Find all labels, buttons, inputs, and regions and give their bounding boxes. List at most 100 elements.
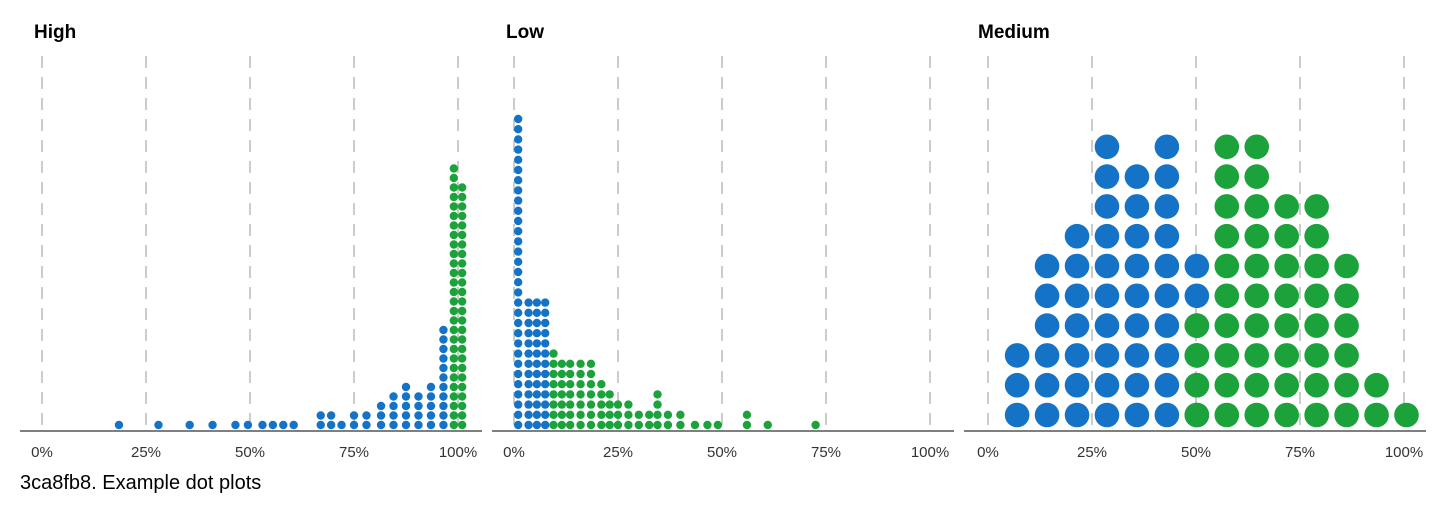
data-point <box>524 380 533 389</box>
data-point <box>449 221 459 230</box>
figure-caption: 3ca8fb8. Example dot plots <box>20 472 262 494</box>
data-point <box>645 410 654 419</box>
data-point <box>1034 253 1060 279</box>
data-point <box>586 380 596 389</box>
data-point <box>557 369 567 379</box>
data-point <box>532 339 542 348</box>
data-point <box>653 420 662 430</box>
data-point <box>1244 372 1270 398</box>
data-point <box>513 390 523 399</box>
data-point <box>258 420 267 430</box>
data-point <box>541 349 550 358</box>
data-point <box>1064 402 1090 428</box>
data-point <box>1094 283 1120 309</box>
data-point <box>763 420 772 430</box>
data-point <box>1034 313 1060 338</box>
data-point <box>1214 164 1240 189</box>
x-tick-label: 100% <box>911 444 949 461</box>
data-point <box>513 196 523 205</box>
data-point <box>457 373 467 382</box>
data-point <box>1154 253 1180 279</box>
data-point <box>605 410 614 419</box>
data-point <box>513 349 523 358</box>
data-point <box>439 420 448 430</box>
data-point <box>676 410 685 419</box>
data-point <box>1124 343 1150 368</box>
dot-plot-low: 0% 25% 50% 75% 100% <box>492 56 954 461</box>
data-point <box>1244 283 1270 309</box>
data-point <box>1304 283 1329 309</box>
data-point <box>624 420 633 430</box>
data-point <box>1244 194 1270 219</box>
data-point <box>513 318 523 328</box>
data-point <box>1094 194 1120 219</box>
data-point <box>1184 253 1210 279</box>
data-point <box>1304 343 1329 368</box>
data-point <box>586 420 596 430</box>
data-point <box>532 329 542 338</box>
x-tick-label: 50% <box>235 444 265 461</box>
data-point <box>1304 372 1329 398</box>
data-point <box>541 318 550 328</box>
panel-low: Low 0% 25% 50% 75% 100% <box>492 0 954 470</box>
data-point <box>1184 402 1210 428</box>
data-point <box>663 410 673 419</box>
data-point <box>513 165 523 175</box>
data-point <box>208 420 217 430</box>
data-point <box>449 325 459 335</box>
data-point <box>576 420 585 430</box>
data-point <box>1064 313 1090 338</box>
data-point <box>401 411 411 420</box>
data-point <box>401 420 411 430</box>
data-point <box>457 420 467 430</box>
data-point <box>401 392 411 401</box>
x-tick-label: 100% <box>1385 444 1423 461</box>
data-point <box>1124 164 1150 189</box>
data-point <box>1364 402 1389 428</box>
data-point <box>513 359 523 368</box>
data-point <box>605 420 614 430</box>
data-point <box>524 390 533 399</box>
data-point <box>1304 402 1329 428</box>
data-point <box>513 278 523 287</box>
data-point <box>576 400 585 409</box>
data-point <box>439 325 448 335</box>
data-point <box>1184 313 1210 338</box>
data-point <box>576 369 585 379</box>
data-point <box>1214 194 1240 219</box>
data-point <box>449 401 459 411</box>
data-point <box>439 354 448 363</box>
data-point <box>597 390 606 399</box>
data-point <box>439 392 448 401</box>
data-point <box>1124 313 1150 338</box>
data-point <box>316 420 325 430</box>
data-point <box>449 392 459 401</box>
data-point <box>1244 223 1270 249</box>
data-point <box>457 183 467 192</box>
data-point <box>541 339 550 348</box>
data-point <box>513 380 523 389</box>
data-point <box>349 411 359 420</box>
data-point <box>565 410 575 419</box>
data-point <box>1094 343 1120 368</box>
data-point <box>634 410 643 419</box>
data-point <box>541 298 550 307</box>
data-point <box>389 401 398 411</box>
data-point <box>541 400 550 409</box>
data-point <box>1004 402 1030 428</box>
data-point <box>532 380 542 389</box>
data-point <box>597 420 606 430</box>
data-point <box>1094 164 1120 189</box>
data-point <box>1124 194 1150 219</box>
data-point <box>613 420 623 430</box>
data-point <box>1094 223 1120 249</box>
data-point <box>449 306 459 316</box>
data-point <box>449 259 459 268</box>
data-point <box>524 400 533 409</box>
data-point <box>376 401 386 411</box>
data-point <box>1034 283 1060 309</box>
data-point <box>457 325 467 335</box>
data-point <box>565 390 575 399</box>
data-point <box>449 335 459 344</box>
data-point <box>1094 134 1120 160</box>
